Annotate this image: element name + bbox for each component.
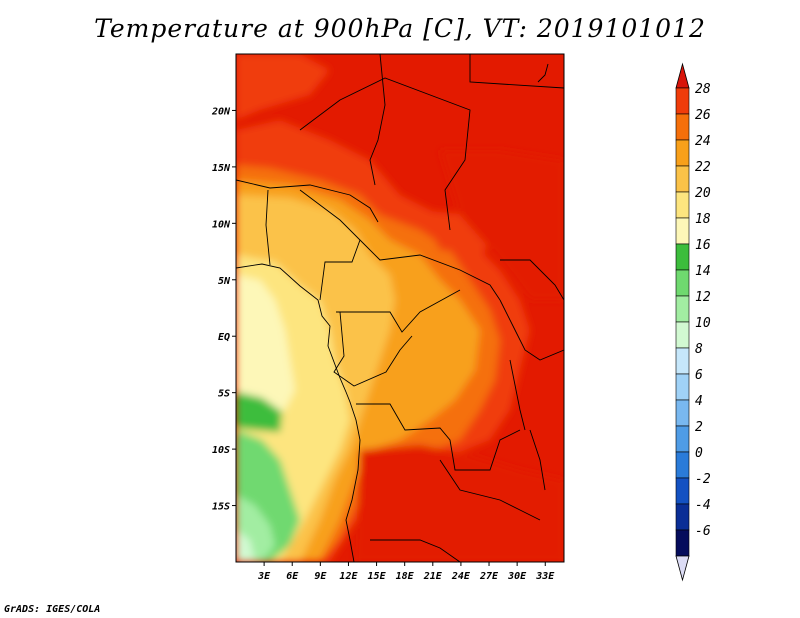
country-borders: [236, 54, 564, 562]
latitude-axis: 20N 15N 10N 5N EQ 5S 10S 15S: [211, 106, 236, 513]
colorbar-label: 2: [695, 420, 703, 435]
lon-tick-label: 6E: [286, 571, 299, 582]
colorbar-label: -2: [695, 472, 711, 487]
lon-tick-label: 12E: [339, 571, 358, 582]
lon-tick-label: 27E: [479, 571, 499, 582]
colorbar-swatch: [675, 113, 690, 141]
colorbar-label: 18: [695, 212, 711, 227]
colorbar-label: 14: [695, 264, 711, 279]
colorbar-swatch: [675, 347, 690, 375]
colorbar-label: 28: [695, 82, 711, 97]
colorbar-swatch: [675, 139, 690, 167]
lat-tick-label: 5N: [218, 276, 231, 287]
colorbar-label: 24: [695, 134, 711, 149]
lat-tick-label: 15N: [212, 163, 231, 174]
map-title: Temperature at 900hPa [C], VT: 201910101…: [94, 14, 706, 43]
colorbar-label: 12: [695, 290, 711, 305]
map-frame: [235, 53, 565, 563]
colorbar-label: -6: [695, 524, 711, 539]
colorbar-swatch: [675, 425, 690, 453]
colorbar-label: 20: [695, 186, 711, 201]
lon-tick-label: 21E: [423, 571, 443, 582]
colorbar-label: 26: [695, 108, 711, 123]
colorbar-label: 22: [695, 160, 711, 175]
colorbar-label: 10: [695, 316, 711, 331]
colorbar-label: 4: [695, 394, 703, 409]
lat-tick-label: 10N: [212, 219, 231, 230]
colorbar-swatch: [675, 269, 690, 297]
lon-tick-label: 15E: [368, 571, 387, 582]
colorbar-top-arrow: [675, 62, 690, 89]
colorbar-swatch: [675, 399, 690, 427]
lon-tick-label: 18E: [396, 571, 415, 582]
grads-credit: GrADS: IGES/COLA: [4, 604, 101, 615]
lon-tick-label: 24E: [451, 571, 471, 582]
lat-tick-label: EQ: [218, 332, 230, 343]
colorbar-swatch: [675, 529, 690, 557]
lon-tick-label: 33E: [535, 571, 555, 582]
temperature-field: [236, 54, 564, 562]
longitude-axis: 3E 6E 9E 12E 15E 18E 21E 24E 27E 30E 33E: [257, 562, 555, 582]
colorbar-swatch: [675, 87, 690, 115]
colorbar-swatch: [675, 451, 690, 479]
colorbar-label: 0: [695, 446, 703, 461]
colorbar-swatch: [675, 217, 690, 245]
lat-tick-label: 15S: [212, 502, 230, 513]
colorbar-swatch: [675, 503, 690, 531]
colorbar-swatch: [675, 477, 690, 505]
colorbar-label: 8: [695, 342, 703, 357]
colorbar-swatch: [675, 321, 690, 349]
lon-tick-label: 9E: [314, 571, 327, 582]
colorbar-swatch: [675, 373, 690, 401]
colorbar-label: -4: [695, 498, 711, 513]
colorbar-swatch: [675, 191, 690, 219]
colorbar-swatch: [675, 295, 690, 323]
colorbar-swatch: [675, 243, 690, 271]
colorbar-label: 6: [695, 368, 703, 383]
lon-tick-label: 30E: [507, 571, 527, 582]
lat-tick-label: 5S: [218, 389, 230, 400]
colorbar-swatch: [675, 165, 690, 193]
colorbar-bottom-arrow: [675, 555, 690, 582]
colorbar-label: 16: [695, 238, 711, 253]
lat-tick-label: 20N: [211, 106, 231, 117]
lon-tick-label: 3E: [257, 571, 271, 582]
lat-tick-label: 10S: [212, 445, 230, 456]
